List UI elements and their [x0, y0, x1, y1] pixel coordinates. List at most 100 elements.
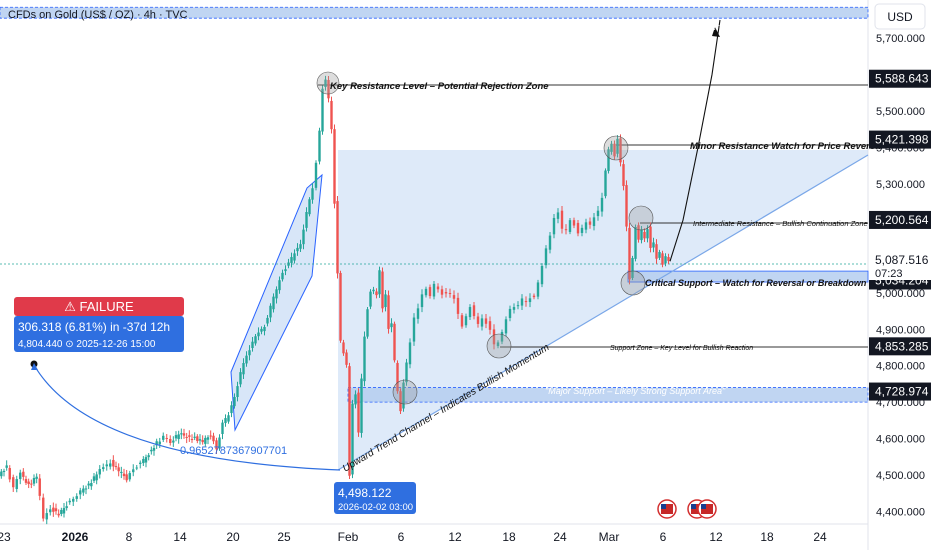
- candle-body: [24, 479, 28, 483]
- candle-body: [284, 269, 287, 272]
- candle-body: [492, 329, 496, 345]
- candle-body: [476, 316, 480, 324]
- candle-body: [396, 362, 399, 392]
- candle-body: [263, 326, 266, 332]
- candle-body: [387, 295, 390, 329]
- currency-button[interactable]: USD: [874, 3, 926, 30]
- price-tag-bg: [869, 130, 931, 149]
- candle-body: [631, 257, 634, 278]
- candle-body: [488, 321, 492, 330]
- candle-body: [658, 252, 661, 258]
- candle-body: [198, 439, 202, 441]
- price-tag-label: 4,728.974: [875, 385, 929, 399]
- candle-body: [314, 162, 318, 188]
- candle-body: [604, 170, 607, 197]
- highlight-circle: [620, 270, 646, 296]
- candle-body: [290, 257, 293, 263]
- x-tick-label: 2026: [62, 530, 89, 544]
- candle-body: [321, 88, 324, 132]
- candle-body: [622, 164, 625, 186]
- zones-layer: [0, 6, 869, 403]
- candle-body: [305, 212, 308, 228]
- candle-body: [610, 143, 613, 152]
- us-flag-icon: [661, 504, 666, 509]
- candle-body: [448, 293, 452, 295]
- event-flag[interactable]: [697, 499, 717, 519]
- candle-body: [339, 272, 342, 341]
- candle-body: [54, 508, 58, 512]
- candle-body: [327, 79, 330, 99]
- low-price-date: 2026-02-02 03:00: [338, 502, 413, 513]
- candle-body: [408, 342, 412, 365]
- candle-body: [132, 469, 135, 473]
- candle-body: [393, 323, 396, 361]
- candle-body: [536, 282, 540, 297]
- candle-body: [152, 447, 156, 451]
- candle-body: [257, 332, 260, 337]
- candle-body: [90, 483, 93, 487]
- candle-body: [139, 462, 142, 465]
- candle-body: [652, 242, 655, 248]
- x-tick-label: 12: [448, 530, 462, 544]
- candle-body: [496, 342, 500, 347]
- candle-body: [8, 468, 11, 480]
- candle-body: [0, 471, 3, 477]
- price-tag-bg: [869, 210, 931, 229]
- candle-body: [628, 227, 631, 280]
- low-price-box[interactable]: 4,498.122 2026-02-02 03:00: [334, 482, 416, 514]
- failure-box[interactable]: ⚠ FAILURE 306.318 (6.81%) in -37d 12h 4,…: [14, 297, 184, 352]
- candle-body: [150, 449, 153, 452]
- candle-body: [369, 291, 372, 307]
- us-flag-icon: [691, 504, 696, 509]
- candle-body: [360, 378, 363, 433]
- candle-body: [32, 477, 36, 484]
- failure-line1: 306.318 (6.81%) in -37d 12h: [18, 320, 170, 334]
- key-resistance-label: Key Resistance Level – Potential Rejecti…: [330, 81, 549, 92]
- y-tick-label: 5,700.000: [876, 33, 925, 45]
- failure-title: ⚠ FAILURE: [64, 299, 134, 314]
- candle-body: [432, 283, 436, 297]
- candle-body: [15, 479, 18, 489]
- measure-curve: [33, 364, 341, 471]
- candle-body: [209, 435, 212, 437]
- price-tag-label: 4,853.285: [875, 339, 929, 353]
- x-tick-label: 6: [398, 530, 405, 544]
- candle-body: [592, 217, 596, 227]
- currency-button-label: USD: [887, 10, 913, 24]
- candle-body: [436, 286, 440, 290]
- candle-body: [49, 509, 52, 513]
- candle-body: [79, 490, 82, 495]
- candle-body: [260, 328, 263, 332]
- event-flag[interactable]: [657, 499, 677, 519]
- candle-body: [456, 297, 460, 314]
- candle-body: [272, 296, 275, 310]
- critical-support-zone: [627, 270, 869, 283]
- candle-body: [254, 336, 257, 344]
- major-support-label: "Major Support – Likely Strong Support A…: [545, 386, 726, 396]
- candle-body: [218, 437, 221, 448]
- candle-body: [52, 507, 55, 512]
- price-labels: 5,588.6435,421.3985,200.5645,034.2044,85…: [869, 69, 931, 401]
- candle-body: [508, 308, 512, 318]
- candle-body: [548, 235, 552, 250]
- candle-body: [500, 332, 504, 342]
- candle-body: [299, 244, 302, 249]
- candle-body: [117, 467, 120, 472]
- fib-label: 0.9652787367907701: [180, 445, 287, 457]
- support-zone-label: Support Zone – Key Level for Bullish Rea…: [610, 345, 753, 352]
- candle-body: [27, 481, 30, 485]
- candle-body: [230, 405, 233, 414]
- candle-body: [625, 185, 628, 227]
- candle-body: [405, 362, 408, 383]
- candle-body: [480, 318, 484, 327]
- candle-body: [22, 471, 25, 477]
- trend-channel-line: [337, 154, 869, 471]
- candle-body: [30, 483, 33, 485]
- candle-body: [460, 315, 464, 327]
- candle-body: [204, 437, 207, 444]
- highlight-circle: [316, 71, 340, 95]
- candle-body: [330, 100, 333, 130]
- x-tick-label: Mar: [599, 530, 620, 544]
- candle-body: [372, 289, 375, 292]
